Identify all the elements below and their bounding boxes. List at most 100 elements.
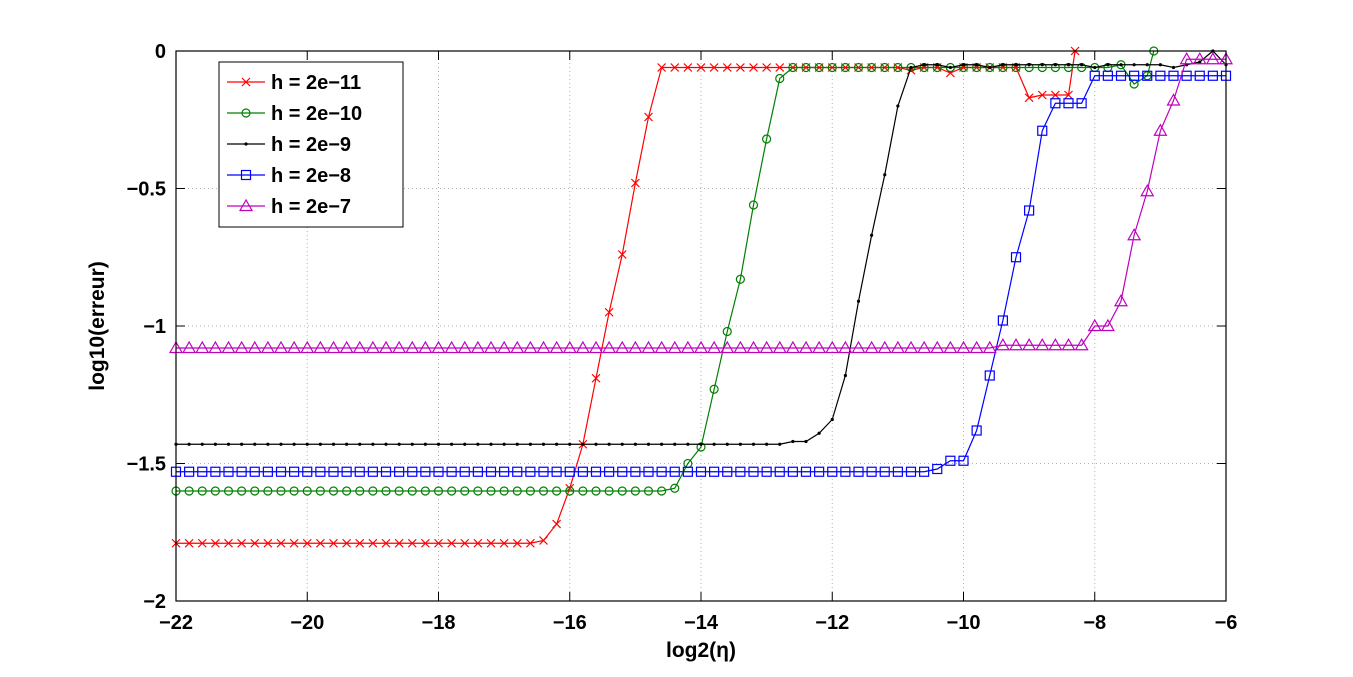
data-point bbox=[339, 340, 354, 354]
data-point bbox=[368, 486, 378, 496]
data-point bbox=[693, 340, 709, 354]
y-tick-label: 0 bbox=[155, 41, 166, 63]
data-point bbox=[1198, 60, 1202, 64]
data-point bbox=[856, 299, 861, 303]
legend: h = 2e−11 h = 2e−10 h = 2e−9 h = 2e−8 h = 2e… bbox=[218, 61, 404, 228]
data-point bbox=[381, 538, 391, 548]
data-point bbox=[749, 63, 758, 72]
x-tick-label: −20 bbox=[290, 612, 324, 634]
data-point bbox=[236, 466, 247, 477]
data-point bbox=[394, 466, 405, 477]
data-point bbox=[210, 466, 221, 477]
data-point bbox=[331, 442, 336, 446]
data-point bbox=[591, 486, 601, 496]
data-point bbox=[707, 340, 722, 354]
data-point bbox=[1037, 90, 1047, 100]
data-point bbox=[200, 442, 204, 446]
data-point bbox=[709, 384, 719, 394]
data-point bbox=[328, 466, 339, 477]
data-point bbox=[380, 466, 392, 477]
data-point bbox=[997, 315, 1008, 326]
data-point bbox=[696, 63, 706, 72]
data-point bbox=[765, 442, 769, 446]
data-point bbox=[746, 340, 761, 354]
data-point bbox=[1194, 70, 1205, 81]
data-point bbox=[263, 486, 273, 496]
data-point bbox=[617, 250, 627, 259]
data-point bbox=[247, 340, 262, 354]
data-point bbox=[499, 538, 509, 548]
data-point bbox=[552, 519, 562, 529]
data-point bbox=[523, 340, 538, 354]
data-point bbox=[1066, 63, 1071, 67]
data-point bbox=[722, 326, 732, 337]
data-point bbox=[1074, 338, 1089, 351]
data-point bbox=[486, 486, 496, 496]
data-point bbox=[182, 340, 197, 354]
data-point bbox=[772, 340, 787, 354]
legend-entry: h = 2e−8 bbox=[227, 165, 351, 187]
data-point bbox=[984, 370, 995, 381]
data-point bbox=[985, 62, 995, 73]
data-point bbox=[549, 340, 564, 354]
data-point bbox=[187, 442, 191, 446]
data-point bbox=[352, 340, 367, 354]
data-point bbox=[447, 538, 457, 548]
y-tick-label: −0.5 bbox=[127, 179, 166, 201]
data-point bbox=[1132, 63, 1136, 67]
data-point bbox=[762, 63, 772, 72]
data-point bbox=[827, 466, 838, 477]
data-point bbox=[253, 442, 257, 446]
data-point bbox=[877, 340, 892, 354]
data-point bbox=[1168, 70, 1179, 81]
data-point bbox=[483, 340, 499, 354]
data-point bbox=[1155, 70, 1166, 81]
data-point bbox=[896, 104, 900, 108]
data-point bbox=[840, 466, 851, 477]
data-point bbox=[630, 178, 640, 188]
data-point bbox=[208, 340, 223, 354]
data-point bbox=[241, 108, 251, 118]
data-point bbox=[394, 486, 404, 496]
data-point bbox=[552, 486, 562, 496]
data-point bbox=[683, 63, 693, 72]
data-point bbox=[328, 486, 339, 496]
data-point bbox=[302, 466, 313, 477]
data-point bbox=[670, 63, 680, 72]
data-point bbox=[604, 486, 614, 496]
data-point bbox=[879, 466, 890, 477]
data-point bbox=[224, 538, 233, 548]
data-point bbox=[184, 466, 195, 477]
data-point bbox=[407, 486, 417, 496]
data-point bbox=[1205, 52, 1220, 65]
data-point bbox=[538, 466, 549, 477]
data-point bbox=[315, 538, 325, 548]
data-point bbox=[1063, 98, 1074, 109]
data-point bbox=[436, 442, 441, 446]
data-point bbox=[473, 538, 483, 548]
data-point bbox=[853, 62, 864, 73]
data-point bbox=[630, 466, 641, 477]
data-point bbox=[238, 198, 254, 212]
data-point bbox=[368, 538, 378, 548]
data-point bbox=[774, 466, 785, 477]
data-point bbox=[800, 466, 812, 477]
data-point bbox=[562, 340, 577, 354]
data-point bbox=[935, 63, 939, 67]
data-point bbox=[240, 442, 244, 446]
data-point bbox=[279, 442, 283, 446]
data-point bbox=[568, 442, 572, 446]
data-point bbox=[300, 340, 315, 354]
data-point bbox=[420, 486, 430, 496]
data-point bbox=[275, 466, 287, 477]
data-point bbox=[825, 340, 840, 354]
data-point bbox=[1115, 70, 1127, 81]
data-point bbox=[969, 340, 984, 354]
data-point bbox=[695, 466, 707, 477]
data-point bbox=[657, 486, 667, 496]
data-point bbox=[313, 340, 328, 354]
data-point bbox=[607, 442, 611, 446]
data-point bbox=[1145, 63, 1149, 67]
legend-label: h = 2e−7 bbox=[271, 196, 351, 218]
data-point bbox=[289, 486, 299, 496]
